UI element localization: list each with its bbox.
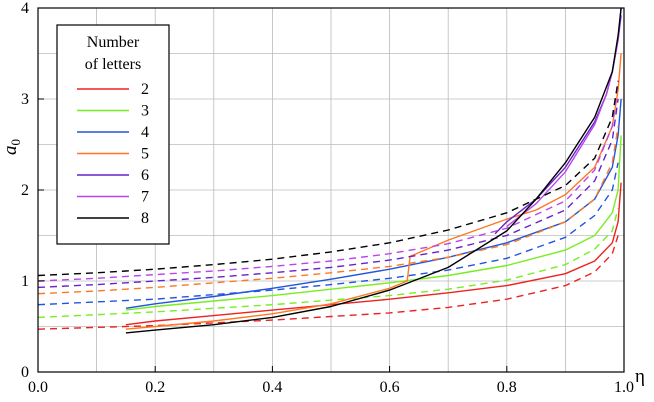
series-line-7-solid (506, 7, 622, 227)
x-tick-label: 1.0 (614, 379, 634, 396)
y-tick-label: 3 (21, 91, 29, 108)
series-lines (37, 7, 622, 334)
y-axis-ticks: 0 1 2 3 4 (21, 0, 44, 381)
x-tick-label: 0.6 (380, 379, 400, 396)
legend-label-3: 3 (141, 103, 149, 120)
y-axis-label-subscript: 0 (8, 139, 23, 146)
y-axis-label: a0 (0, 139, 23, 155)
y-axis-label-main: a (0, 146, 21, 156)
y-tick-label: 0 (21, 364, 29, 381)
legend-box (56, 24, 170, 245)
series-line-6-solid (494, 15, 622, 235)
series-line-5-dashed (37, 126, 619, 295)
legend-label-8: 8 (141, 210, 149, 227)
y-tick-label: 1 (21, 273, 29, 290)
series-line-3-solid (125, 135, 622, 311)
x-axis-label: η (635, 366, 645, 387)
legend-title-line1: Number (87, 34, 140, 51)
legend-label-6: 6 (141, 167, 149, 184)
series-line-6-dashed (37, 98, 619, 289)
series-line-2-solid (125, 182, 622, 326)
legend-label-7: 7 (141, 189, 149, 206)
legend-label-4: 4 (141, 124, 149, 141)
series-line-8-dashed (37, 80, 619, 277)
x-tick-label: 0.8 (497, 379, 517, 396)
legend-title-line2: of letters (85, 56, 141, 73)
x-axis-ticks: 0.0 0.2 0.4 0.6 0.8 1.0 (28, 366, 634, 396)
x-tick-label: 0.0 (28, 379, 48, 396)
series-line-8-solid (125, 7, 622, 334)
x-tick-label: 0.4 (262, 379, 282, 396)
series-line-7-dashed (37, 80, 619, 282)
series-line-4-dashed (37, 162, 619, 306)
y-tick-label: 4 (21, 0, 29, 17)
legend-entries: 2 3 4 5 6 7 8 (77, 81, 149, 227)
legend-label-2: 2 (141, 81, 149, 98)
legend-label-5: 5 (141, 146, 149, 163)
x-tick-label: 0.2 (145, 379, 165, 396)
series-line-3-dashed (37, 208, 619, 319)
y-tick-label: 2 (21, 182, 29, 199)
series-line-2-dashed (37, 235, 619, 330)
legend: Number of letters 2 3 4 5 6 7 8 (56, 24, 170, 245)
